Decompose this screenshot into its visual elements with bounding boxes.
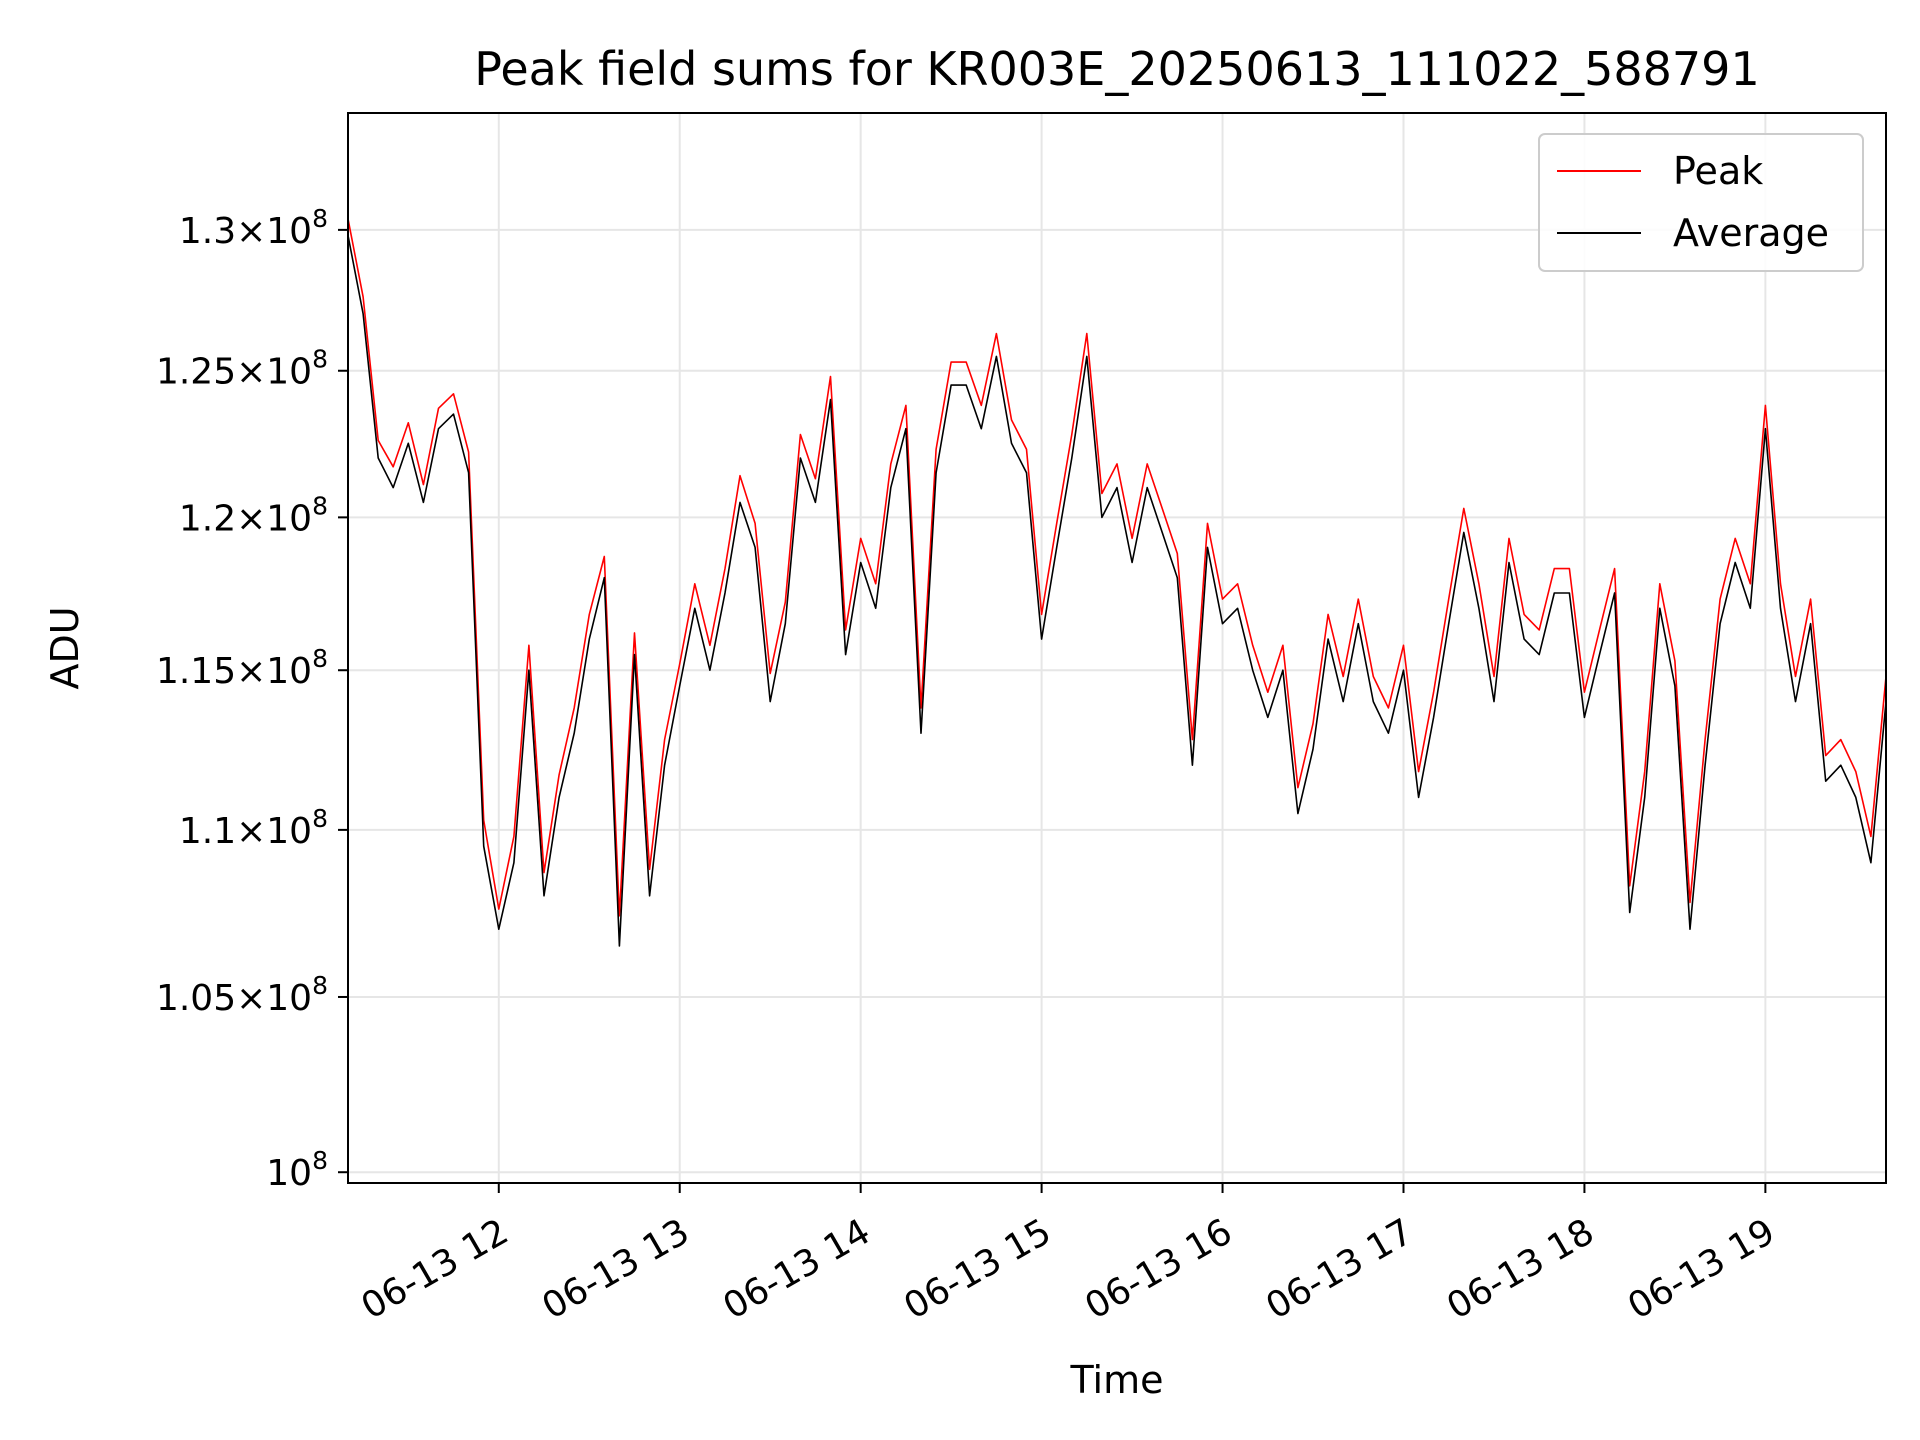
x-tick-label: 06-13 15 (897, 1211, 1058, 1327)
x-axis-label: Time (1070, 1358, 1164, 1402)
plot-frame (347, 112, 1887, 1184)
x-tick-label: 06-13 14 (716, 1211, 877, 1327)
x-tick-label: 06-13 18 (1440, 1211, 1601, 1327)
x-tick-label: 06-13 17 (1259, 1211, 1420, 1327)
legend: Peak Average (1538, 133, 1864, 272)
y-axis-ticks: 108 1.05×108 1.1×108 1.15×108 1.2×108 1.25×10… (156, 204, 348, 1194)
y-tick-label: 108 (266, 1146, 328, 1194)
x-tick-label: 06-13 19 (1621, 1211, 1782, 1327)
legend-box (1538, 133, 1864, 272)
average-series-line (347, 235, 1887, 947)
x-tick-label: 06-13 16 (1078, 1211, 1239, 1327)
x-tick-label: 06-13 13 (536, 1211, 697, 1327)
y-tick-label: 1.05×108 (156, 971, 328, 1019)
chart-title: Peak field sums for KR003E_20250613_1110… (474, 42, 1759, 96)
y-axis-label: ADU (43, 606, 87, 689)
legend-label-average: Average (1673, 211, 1829, 255)
y-tick-label: 1.1×108 (179, 804, 328, 852)
y-tick-label: 1.15×108 (156, 644, 328, 692)
y-tick-label: 1.3×108 (179, 204, 328, 252)
y-tick-label: 1.25×108 (156, 345, 328, 393)
legend-label-peak: Peak (1673, 149, 1763, 193)
x-tick-label: 06-13 12 (355, 1211, 516, 1327)
plot-series (347, 218, 1887, 947)
x-axis-ticks: 06-13 12 06-13 13 06-13 14 06-13 15 06-13 16… (355, 1183, 1782, 1328)
y-tick-label: 1.2×108 (179, 491, 328, 539)
peak-series-line (347, 218, 1887, 917)
